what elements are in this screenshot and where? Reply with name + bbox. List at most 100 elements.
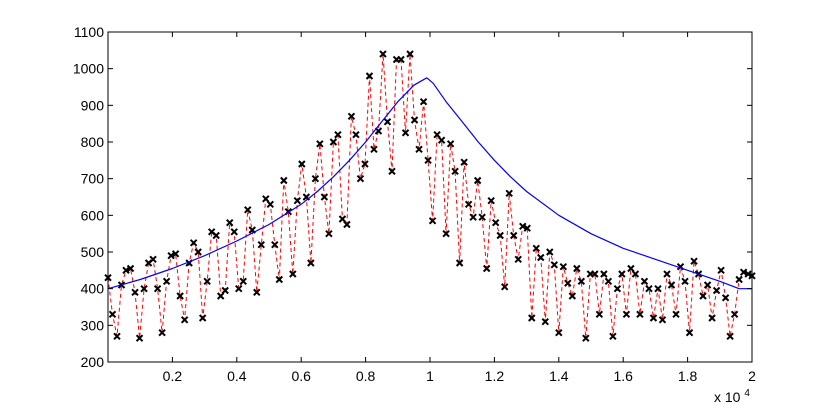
- data-point-stroke-b: [640, 277, 649, 286]
- data-point-stroke-b: [541, 317, 549, 326]
- data-point: [230, 228, 238, 236]
- data-point-stroke-b: [564, 279, 572, 287]
- data-point-stroke-b: [658, 316, 667, 324]
- data-point: [388, 167, 396, 176]
- data-point: [721, 294, 730, 302]
- data-point-stroke-b: [437, 136, 446, 144]
- data-point-stroke-b: [537, 253, 545, 262]
- data-point-stroke-b: [500, 283, 509, 291]
- data-point-stroke-b: [325, 229, 333, 238]
- data-point: [379, 50, 387, 58]
- data-point: [500, 283, 509, 291]
- plot-background: [108, 32, 752, 362]
- data-point: [329, 138, 338, 146]
- data-point-stroke-b: [473, 176, 482, 185]
- data-point: [410, 116, 419, 124]
- data-point-stroke-b: [253, 288, 261, 297]
- data-point-stroke-b: [442, 229, 450, 238]
- data-point-stroke-b: [469, 213, 477, 221]
- data-point-stroke-b: [401, 129, 410, 137]
- x-tick-label: 0.2: [163, 368, 183, 384]
- data-point-stroke-b: [708, 314, 716, 322]
- data-point-stroke-b: [374, 127, 383, 135]
- data-point-stroke-b: [672, 310, 680, 319]
- data-point: [550, 261, 558, 269]
- data-point-stroke-b: [496, 231, 504, 240]
- data-point: [126, 264, 135, 273]
- data-point-stroke-b: [739, 268, 748, 276]
- data-point-stroke-b: [410, 116, 419, 124]
- data-point-stroke-b: [550, 261, 558, 269]
- data-point-stroke-b: [329, 138, 338, 146]
- data-point-stroke-b: [140, 284, 148, 293]
- data-point-stroke-b: [555, 328, 563, 337]
- data-point-stroke-b: [690, 257, 698, 265]
- data-point-stroke-b: [216, 292, 225, 300]
- data-point-stroke-b: [122, 266, 130, 275]
- data-point-stroke-b: [275, 275, 284, 284]
- data-point-stroke-b: [681, 277, 689, 286]
- data-point-stroke-b: [149, 255, 157, 264]
- data-point-stroke-b: [712, 286, 721, 295]
- series-0: [104, 50, 756, 342]
- data-point-stroke-b: [108, 310, 117, 319]
- data-point-stroke-b: [699, 292, 707, 300]
- data-point: [523, 224, 531, 232]
- data-point: [496, 231, 504, 240]
- data-point: [654, 284, 662, 293]
- data-point: [365, 72, 374, 80]
- data-point: [235, 284, 243, 293]
- data-point-stroke-b: [230, 228, 238, 236]
- data-point: [487, 196, 495, 205]
- data-point-stroke-b: [194, 248, 202, 256]
- data-point-stroke-b: [415, 145, 423, 154]
- data-point: [604, 277, 613, 286]
- data-point: [622, 310, 631, 319]
- data-point-stroke-b: [451, 167, 459, 176]
- data-point-stroke-b: [703, 281, 712, 289]
- data-point-stroke-b: [388, 167, 396, 176]
- data-point-stroke-b: [663, 270, 671, 278]
- data-point-stroke-b: [419, 97, 428, 106]
- data-point-stroke-b: [171, 250, 180, 258]
- data-point: [307, 259, 315, 267]
- y-tick-label: 200: [81, 354, 105, 370]
- data-point-stroke-b: [595, 310, 604, 319]
- data-point: [681, 277, 689, 286]
- data-point: [478, 213, 486, 221]
- data-point-stroke-b: [370, 145, 378, 154]
- y-tick-label: 400: [81, 281, 105, 297]
- x-tick-label: 0.4: [227, 368, 247, 384]
- data-point: [442, 229, 450, 238]
- data-point: [415, 145, 423, 154]
- data-point: [361, 160, 369, 168]
- x-tick-label: 1.2: [485, 368, 505, 384]
- data-point-stroke-b: [289, 270, 297, 278]
- series-1: [107, 77, 752, 290]
- data-point-stroke-b: [627, 264, 635, 273]
- data-point-stroke-b: [428, 217, 437, 225]
- y-tick-label: 900: [81, 97, 105, 113]
- data-point: [428, 217, 437, 225]
- data-point-stroke-b: [645, 284, 653, 293]
- data-point: [203, 277, 211, 286]
- data-point: [424, 156, 432, 165]
- data-point: [135, 334, 144, 342]
- data-point: [293, 196, 302, 205]
- data-point: [189, 239, 198, 247]
- data-point: [419, 97, 428, 106]
- data-point-stroke-b: [685, 328, 694, 337]
- data-point: [541, 317, 549, 326]
- data-point: [311, 174, 320, 183]
- data-point: [401, 129, 410, 137]
- data-point: [699, 292, 707, 300]
- data-point: [600, 270, 608, 278]
- data-point-stroke-b: [636, 310, 644, 319]
- data-point: [158, 328, 166, 337]
- data-point-stroke-b: [226, 218, 234, 227]
- data-point-stroke-b: [523, 224, 531, 232]
- data-point-stroke-b: [343, 220, 351, 229]
- data-point-stroke-b: [600, 270, 608, 278]
- data-point-stroke-b: [528, 314, 536, 322]
- data-point: [275, 275, 284, 284]
